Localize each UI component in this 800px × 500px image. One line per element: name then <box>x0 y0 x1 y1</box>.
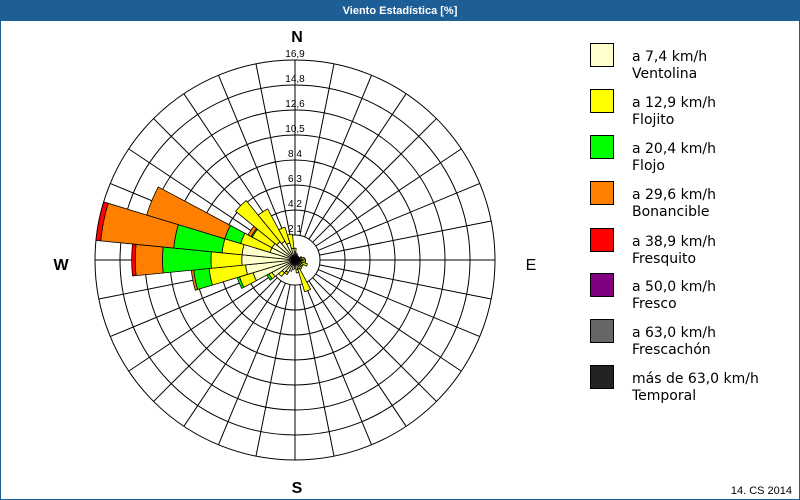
legend-item-bonancible: a 29,6 km/h Bonancible <box>590 181 790 225</box>
legend-swatch <box>590 365 614 389</box>
legend-range: más de 63,0 km/h <box>632 371 759 387</box>
legend-item-fresquito: a 38,9 km/h Fresquito <box>590 228 790 272</box>
ring-label: 16,9 <box>285 49 305 60</box>
grid-spoke <box>304 75 373 238</box>
legend-item-ventolina: a 7,4 km/h Ventolina <box>590 43 790 87</box>
ring-label: 12,6 <box>285 99 305 110</box>
legend-item-flojo: a 20,4 km/h Flojo <box>590 135 790 179</box>
legend-item-temporal: más de 63,0 km/h Temporal <box>590 365 790 409</box>
grid-spoke <box>312 118 437 243</box>
legend-item-frescachon: a 63,0 km/h Frescachón <box>590 319 790 363</box>
grid-spoke <box>319 220 492 256</box>
legend-name: Bonancible <box>632 204 710 220</box>
radial-tick-labels: 2,1 4,2 6,3 8,4 10,5 12,6 14,8 16,9 <box>285 49 305 235</box>
compass-labels: N E S W <box>53 29 536 497</box>
legend-name: Temporal <box>632 388 697 404</box>
legend-swatch <box>590 319 614 343</box>
petal-band-fresquito <box>131 243 137 277</box>
legend-range: a 20,4 km/h <box>632 141 716 157</box>
legend-name: Flojito <box>632 112 675 128</box>
legend-swatch <box>590 273 614 297</box>
window-title-bar: Viento Estadística [%] <box>0 0 800 21</box>
legend-name: Fresco <box>632 296 677 312</box>
legend-range: a 12,9 km/h <box>632 95 716 111</box>
legend-range: a 63,0 km/h <box>632 325 716 341</box>
petal-band-fresquito <box>95 201 109 242</box>
legend-name: Fresquito <box>632 251 697 267</box>
petal-band-flojito <box>235 200 281 246</box>
legend-range: a 38,9 km/h <box>632 234 716 250</box>
grid-spoke <box>304 282 373 445</box>
ring-label: 2,1 <box>288 224 302 235</box>
grid-spoke <box>317 269 480 338</box>
legend-name: Flojo <box>632 158 665 174</box>
grid-spoke <box>183 280 282 427</box>
grid-spoke <box>299 284 335 457</box>
legend-range: a 29,6 km/h <box>632 187 716 203</box>
grid-ring <box>94 59 496 461</box>
grid-spoke <box>308 93 407 240</box>
ring-label: 6,3 <box>288 174 302 185</box>
grid-spoke <box>299 63 335 236</box>
petal-band-flojito <box>257 208 286 244</box>
legend-swatch <box>590 181 614 205</box>
grid-spoke <box>317 182 480 251</box>
petal-band-flojito <box>287 233 295 250</box>
grid-ring <box>119 84 471 436</box>
petal-band-bonancible <box>134 243 164 277</box>
legend-swatch <box>590 135 614 159</box>
grid-spoke <box>308 280 407 427</box>
legend-swatch <box>590 228 614 252</box>
compass-west-label: W <box>53 257 69 274</box>
wind-petals <box>95 186 312 293</box>
grid-spoke <box>217 75 286 238</box>
grid-spoke <box>255 63 291 236</box>
compass-east-label: E <box>526 257 537 274</box>
petal-band-flojito <box>300 261 308 267</box>
legend-range: a 7,4 km/h <box>632 49 708 65</box>
ring-label: 8,4 <box>288 149 302 160</box>
petal-band-flojito <box>297 267 312 293</box>
grid-spoke <box>315 148 462 247</box>
grid-spoke <box>312 277 437 402</box>
petal-band-flojito <box>278 226 291 245</box>
legend-name: Ventolina <box>632 66 698 82</box>
compass-north-label: N <box>291 29 303 46</box>
legend: a 7,4 km/h Ventolina a 12,9 km/h Flojito… <box>590 43 790 404</box>
grid-spoke <box>255 284 291 457</box>
grid-spoke <box>128 148 275 247</box>
grid-spoke <box>128 273 275 372</box>
petal-band-flojito <box>295 268 300 274</box>
legend-item-flojito: a 12,9 km/h Flojito <box>590 89 790 133</box>
grid-spoke <box>153 277 278 402</box>
compass-south-label: S <box>292 480 303 497</box>
footer-caption: 14. CS 2014 <box>730 485 792 497</box>
grid-spoke <box>217 282 286 445</box>
petal-band-bonancible <box>146 186 231 240</box>
legend-swatch <box>590 43 614 67</box>
legend-item-fresco: a 50,0 km/h Fresco <box>590 273 790 317</box>
ring-label: 10,5 <box>285 124 305 135</box>
grid-spoke <box>315 273 462 372</box>
ring-label: 14,8 <box>285 74 305 85</box>
legend-range: a 50,0 km/h <box>632 279 716 295</box>
ring-label: 4,2 <box>288 199 302 210</box>
legend-swatch <box>590 89 614 113</box>
legend-name: Frescachón <box>632 342 711 358</box>
grid-spoke <box>319 264 492 300</box>
window-title: Viento Estadística [%] <box>342 5 458 17</box>
